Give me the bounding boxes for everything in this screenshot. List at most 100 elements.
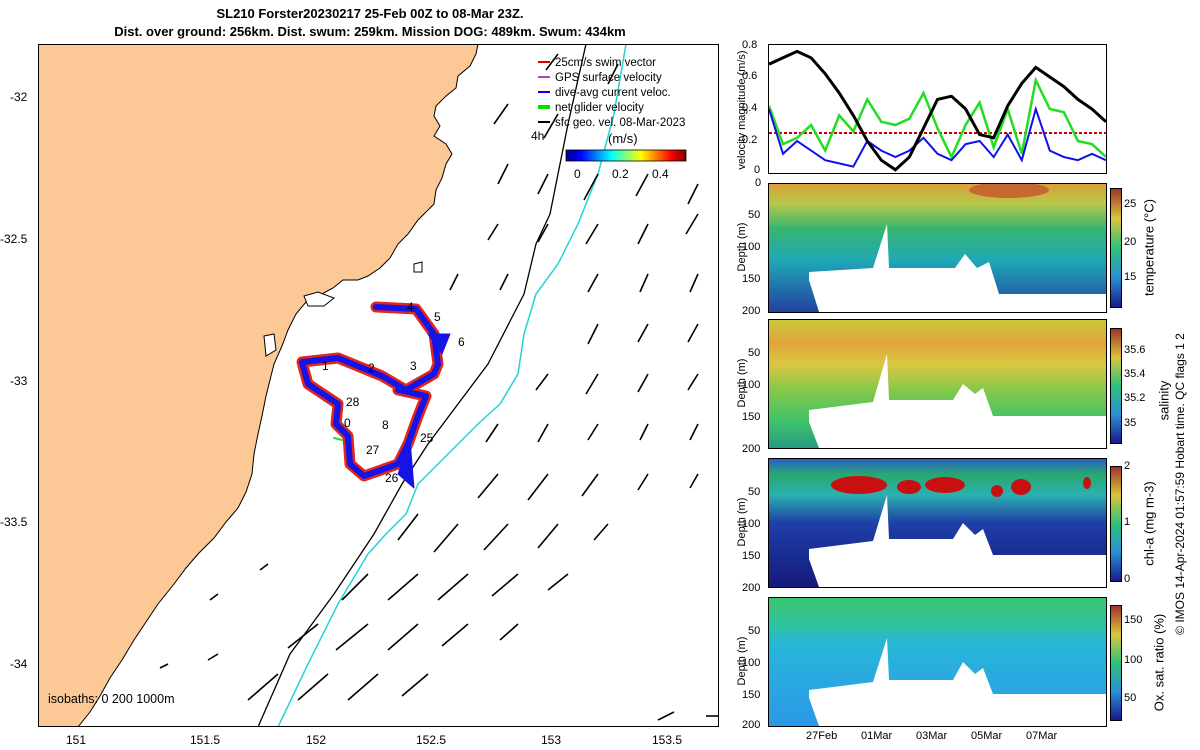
depth-tick: 0 [755,177,762,189]
time-tick: 03Mar [916,730,948,742]
lat-tick: -33.5 [0,515,28,529]
velocity-series-net-glider-velocity [769,76,1106,160]
map-legend: 25cm/s swim vector GPS surface velocity … [531,57,687,181]
depth-tick: 200 [742,582,761,594]
velocity-ylabel: velocity magnitude (m/s) [736,50,748,170]
depth-tick: 50 [748,347,761,359]
time-label: 4h [531,129,544,143]
island [303,291,335,307]
map-panel: 4 5 6 1 2 3 28 0 8 27 26 25 25cm/s swim … [38,44,719,727]
figure-title-line1: SL210 Forster20230217 25-Feb 00Z to 08-M… [216,6,524,21]
cbar-tick: 0 [1124,573,1131,585]
cbar-label: temperature (°C) [1141,199,1157,296]
map-frame [38,44,719,727]
cbar-tick: 50 [1124,692,1137,704]
temperature-colorbar [1110,188,1122,308]
track-day-labels: 4 5 6 1 2 3 28 0 8 27 26 25 [322,300,465,485]
lon-tick: 152.5 [416,733,447,747]
lat-tick: -32 [10,90,28,104]
day-label: 8 [382,418,389,432]
lon-tick: 151 [66,733,87,747]
day-label: 0 [344,416,351,430]
current-vector-field [159,53,718,721]
velocity-series-dive-avg-current-veloc- [769,105,1106,168]
cbar-label: chl-a (mg m-3) [1141,481,1157,566]
cbar-tick: 15 [1124,271,1137,283]
isobath-200m [257,44,587,727]
map-svg: 4 5 6 1 2 3 28 0 8 27 26 25 25cm/s swim … [38,44,719,727]
temperature-field [769,184,1106,312]
legend-label: GPS surface velocity [555,72,662,84]
depth-tick: 150 [742,411,761,423]
velocity-ytick: 0 [754,164,761,176]
lat-tick: -32.5 [0,232,28,246]
depth-tick: 150 [742,273,761,285]
day-label: 1 [322,359,329,373]
chla-colorbar [1110,466,1122,582]
colorbar-tick: 0.2 [612,167,629,181]
day-label: 28 [346,395,360,409]
oxygen-colorbar [1110,605,1122,721]
depth-tick: 50 [748,625,761,637]
lon-tick: 152 [306,733,327,747]
depth-tick: 100 [742,379,761,391]
velocity-series-sfc-geo-vel- [769,49,1106,172]
island [413,261,423,273]
depth-tick: 200 [742,443,761,455]
depth-tick: 50 [748,486,761,498]
velocity-ytick: 0.4 [742,102,758,114]
cbar-tick: 35 [1124,417,1137,429]
speed-colorbar [565,149,687,162]
salinity-field [769,320,1106,448]
depth-tick: 200 [742,305,761,317]
chla-plot [769,459,1106,587]
cbar-tick: 35.4 [1124,368,1146,380]
day-label: 26 [385,471,399,485]
lon-tick: 153.5 [652,733,683,747]
isobath-1000m [277,44,627,727]
cbar-tick: 150 [1124,614,1143,626]
velocity-svg [769,49,1106,172]
colorbar-tick: 0.4 [652,167,669,181]
depth-tick: 150 [742,689,761,701]
depth-ylabel: Depth (m) [736,636,748,686]
glider-track [296,301,451,489]
day-label: 4 [407,300,414,314]
depth-ylabel: Depth (m) [736,358,748,408]
depth-tick: 200 [742,719,761,731]
cbar-tick: 1 [1124,516,1131,528]
salinity-colorbar [1110,328,1122,444]
lon-tick: 151.5 [190,733,221,747]
lat-tick: -34 [10,657,28,671]
oxygen-field [769,598,1106,726]
figure-title-line2: Dist. over ground: 256km. Dist. swum: 25… [114,24,626,39]
time-tick: 05Mar [971,730,1003,742]
isobaths-label: isobaths: 0 200 1000m [48,692,174,706]
cbar-label: salinity [1156,380,1172,421]
cbar-tick: 25 [1124,198,1137,210]
velocity-panel [768,44,1107,174]
cbar-label: Ox. sat. ratio (%) [1151,613,1167,712]
temperature-plot [769,184,1106,312]
depth-tick: 150 [742,550,761,562]
oxygen-plot [769,598,1106,726]
salinity-plot [769,320,1106,448]
lon-tick: 153 [541,733,562,747]
day-label: 3 [410,359,417,373]
velocity-ytick: 0.2 [742,134,758,146]
depth-tick: 100 [742,657,761,669]
cbar-tick: 20 [1124,236,1137,248]
day-label: 25 [420,431,434,445]
colorbar-tick: 0 [574,167,581,181]
chla-maxima [831,476,1091,497]
chla-section [768,458,1107,588]
depth-tick: 50 [748,209,761,221]
depth-tick: 100 [742,518,761,530]
temperature-section [768,183,1107,313]
island [263,333,277,357]
cbar-tick: 2 [1124,460,1131,472]
day-label: 5 [434,310,441,324]
legend-label: dive-avg current veloc. [555,87,671,99]
time-tick: 27Feb [806,730,838,742]
velocity-ytick: 0.6 [742,70,758,82]
